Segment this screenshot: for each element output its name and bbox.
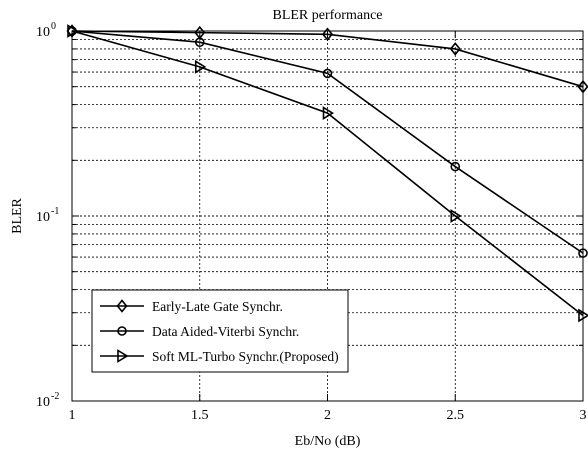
series-line bbox=[71, 30, 584, 254]
legend-marker bbox=[117, 326, 127, 336]
data-point bbox=[322, 106, 335, 121]
x-tick-label: 3 bbox=[580, 408, 587, 423]
legend-entry: Soft ML-Turbo Synchr.(Proposed) bbox=[100, 349, 339, 364]
data-point bbox=[321, 27, 334, 42]
data-point bbox=[449, 42, 461, 56]
x-tick-label: 2.5 bbox=[447, 408, 465, 423]
legend-label: Early-Late Gate Synchr. bbox=[152, 299, 283, 314]
series-line bbox=[71, 30, 584, 317]
ticks: 10-210-110 01 1.5 2 2.5 3 bbox=[36, 21, 587, 423]
legend-entry: Data Aided-Viterbi Synchr. bbox=[100, 324, 299, 339]
data-point bbox=[450, 161, 461, 172]
legend-label: Soft ML-Turbo Synchr.(Proposed) bbox=[152, 349, 339, 364]
legend: Early-Late Gate Synchr. Data Aided-Viterb… bbox=[91, 289, 349, 373]
data-point bbox=[194, 37, 205, 47]
y-tick-label: 10 bbox=[36, 210, 50, 225]
data-point bbox=[450, 209, 462, 223]
y-tick-exponent: 0 bbox=[51, 21, 56, 32]
legend-marker bbox=[116, 299, 128, 313]
y-tick-label: 10 bbox=[36, 395, 50, 410]
legend-label: Data Aided-Viterbi Synchr. bbox=[152, 324, 299, 339]
x-axis-label: Eb/No (dB) bbox=[295, 434, 361, 449]
legend-marker bbox=[117, 349, 129, 363]
x-tick-label: 1 bbox=[69, 408, 76, 423]
legend-entry: Early-Late Gate Synchr. bbox=[100, 299, 283, 314]
y-tick-exponent: -2 bbox=[51, 391, 59, 402]
y-axis-label: BLER bbox=[10, 197, 25, 233]
y-tick-exponent: -1 bbox=[51, 206, 59, 217]
x-tick-label: 2 bbox=[324, 408, 331, 423]
x-tick-label: 1.5 bbox=[191, 408, 209, 423]
data-point bbox=[322, 68, 333, 79]
y-tick-label: 10 bbox=[36, 25, 50, 40]
chart-title: BLER performance bbox=[272, 8, 382, 23]
data-point bbox=[194, 59, 207, 74]
